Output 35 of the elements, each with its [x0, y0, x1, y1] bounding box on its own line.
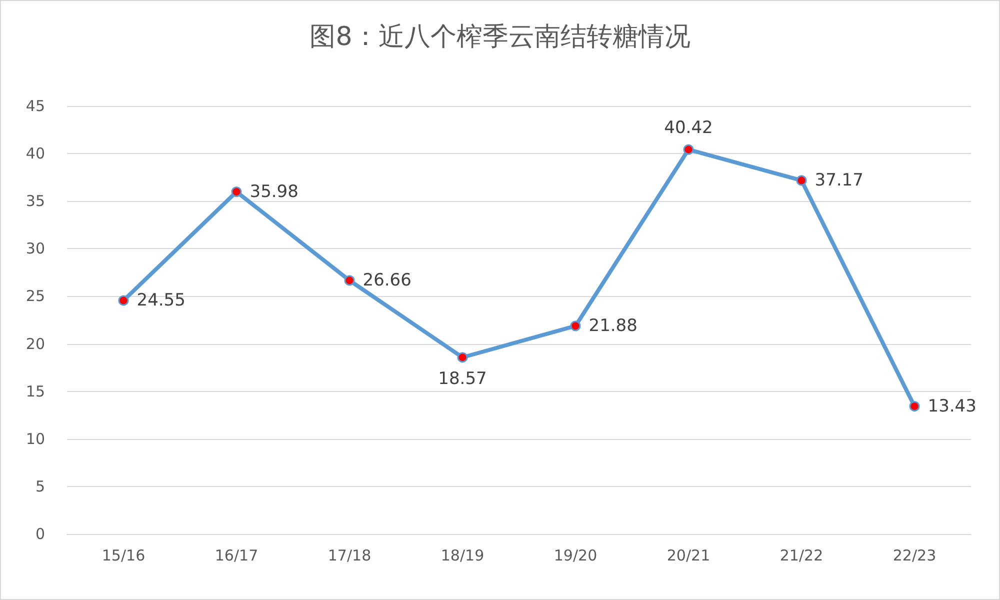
point [231, 186, 242, 198]
y-tick-label: 15 [26, 382, 45, 400]
y-tick-label: 0 [35, 525, 45, 543]
y-tick-label: 45 [26, 97, 45, 115]
x-tick-label: 18/19 [440, 546, 484, 564]
point [796, 175, 807, 186]
y-tick-label: 40 [26, 144, 45, 163]
point [683, 144, 694, 155]
point [344, 275, 355, 286]
point [118, 295, 129, 306]
y-tick-label: 25 [26, 287, 45, 306]
data-label: 24.55 [136, 290, 186, 310]
y-tick-label: 35 [26, 192, 45, 210]
data-label: 40.42 [664, 118, 713, 138]
y-tick-label: 20 [26, 334, 45, 353]
data-label: 13.43 [928, 396, 976, 416]
x-tick-label: 19/20 [554, 546, 598, 564]
x-tick-label: 20/21 [666, 546, 710, 564]
y-tick-label: 5 [35, 477, 45, 496]
x-tick-label: 22/23 [892, 546, 936, 564]
data-label: 21.88 [588, 316, 638, 336]
data-label: 18.57 [438, 369, 487, 390]
chart-title: 图8：近八个榨季云南结转糖情况 [310, 22, 690, 52]
point [909, 401, 920, 412]
data-label: 35.98 [250, 182, 298, 202]
x-tick-label: 17/18 [328, 546, 372, 564]
y-tick-label: 30 [26, 240, 45, 258]
point [570, 320, 581, 332]
x-tick-label: 21/22 [780, 546, 824, 564]
y-tick-label: 10 [26, 430, 45, 448]
x-tick-label: 15/16 [102, 546, 146, 564]
data-label: 37.17 [814, 170, 864, 190]
point [457, 352, 468, 363]
x-tick-label: 16/17 [214, 546, 258, 564]
data-label: 26.66 [362, 270, 412, 290]
